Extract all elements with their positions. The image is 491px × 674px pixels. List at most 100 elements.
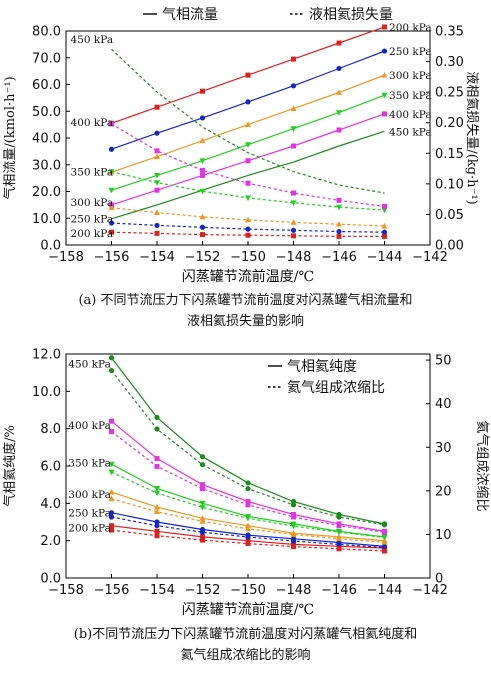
data-point-3-3 xyxy=(245,522,251,529)
data-point-3-0 xyxy=(108,488,115,495)
data-point-6-1 xyxy=(154,426,160,432)
data-point-3-1 xyxy=(154,503,160,510)
pressure-label-5: 200 kPa xyxy=(68,523,111,535)
y-left-tick-label: 40.0 xyxy=(32,132,61,147)
legend-dashed-label: 氦气组成浓缩比 xyxy=(287,380,385,396)
x-tick-label: −158 xyxy=(48,583,84,598)
data-point-11-2 xyxy=(200,537,205,543)
y-right-tick-label: 0.15 xyxy=(435,147,464,162)
x-axis-label: 闪蒸罐节流前温度/℃ xyxy=(182,268,314,285)
data-point-0-5 xyxy=(336,40,342,46)
data-point-11-4 xyxy=(291,544,296,550)
data-point-2-2 xyxy=(199,500,206,507)
data-point-3-5 xyxy=(336,110,342,116)
series-line-dashed-10 xyxy=(111,123,385,208)
data-point-10-6 xyxy=(382,203,387,209)
data-point-1-1 xyxy=(154,456,160,462)
x-axis-label: 闪蒸罐节流前温度/℃ xyxy=(182,601,314,618)
data-point-1-1 xyxy=(154,130,160,136)
data-point-6-1 xyxy=(154,230,160,236)
data-point-4-5 xyxy=(336,127,342,133)
data-point-9-4 xyxy=(290,531,297,537)
data-point-9-5 xyxy=(336,535,342,542)
x-tick-label: −146 xyxy=(321,250,357,265)
y-right-tick-label: 50 xyxy=(435,354,452,369)
y-left-tick-label: 30.0 xyxy=(32,158,61,173)
x-tick-label: −142 xyxy=(412,250,448,265)
pressure-label-1: 250 kPa xyxy=(389,46,432,58)
data-point-10-3 xyxy=(245,534,251,540)
data-point-8-3 xyxy=(245,515,251,522)
y-right-axis-label: 氦气组成浓缩比 xyxy=(474,420,490,511)
data-point-3-6 xyxy=(381,92,388,99)
data-point-11-3 xyxy=(245,541,251,547)
data-point-6-2 xyxy=(199,462,206,468)
chart-b: −158 −156 −154 −152 −150 −148 −146 −144 −142 0.0 2… xyxy=(2,348,490,619)
y-left-tick-label: 50.0 xyxy=(32,105,61,120)
x-tick-label: −148 xyxy=(276,250,312,265)
data-point-8-2 xyxy=(199,213,206,220)
y-right-tick-label: 0.10 xyxy=(435,177,464,192)
data-point-9-2 xyxy=(199,188,206,195)
pressure-label-11: 200 kPa xyxy=(71,228,114,240)
data-point-5-0 xyxy=(109,523,114,529)
data-point-1-3 xyxy=(245,99,251,105)
y-right-tick-label: 0 xyxy=(435,572,443,587)
legend-solid-label: 气相氦纯度 xyxy=(287,359,357,375)
x-tick-label: −146 xyxy=(321,583,357,598)
data-point-2-5 xyxy=(336,89,342,95)
data-point-11-0 xyxy=(109,527,114,533)
data-point-0-4 xyxy=(291,56,296,62)
chart-a: −158 −156 −154 −152 −150 −148 −146 −144 −142 0.0 1… xyxy=(2,7,479,285)
x-tick-label: −148 xyxy=(276,583,312,598)
data-point-6-4 xyxy=(290,502,297,508)
y-left-tick-label: 6.0 xyxy=(40,460,61,475)
pressure-label-4: 250 kPa xyxy=(68,508,111,520)
data-point-3-0 xyxy=(108,187,115,194)
data-point-9-4 xyxy=(290,200,297,207)
data-point-1-2 xyxy=(199,115,206,121)
y-right-tick-label: 0.05 xyxy=(435,208,464,223)
pressure-label-8: 350 kPa xyxy=(71,166,114,178)
data-point-11-1 xyxy=(154,533,160,539)
data-point-1-3 xyxy=(245,498,251,504)
data-point-9-3 xyxy=(245,195,251,202)
data-point-4-1 xyxy=(154,187,160,193)
y-left-tick-label: 8.0 xyxy=(40,422,61,437)
data-point-6-6 xyxy=(382,233,387,239)
y-left-tick-label: 10.0 xyxy=(32,385,61,400)
data-point-9-3 xyxy=(245,525,251,532)
x-tick-label: −150 xyxy=(230,583,266,598)
data-point-7-5 xyxy=(336,523,342,529)
data-point-2-3 xyxy=(245,121,251,128)
x-tick-label: −150 xyxy=(230,250,266,265)
data-point-3-2 xyxy=(199,158,206,164)
y-left-axis-label: 气相流量/(kmol·h⁻¹) xyxy=(2,76,18,199)
data-point-6-2 xyxy=(200,232,205,238)
pressure-label-2: 300 kPa xyxy=(389,70,432,82)
x-tick-label: −142 xyxy=(412,583,448,598)
pressure-label-3: 300 kPa xyxy=(68,489,111,501)
x-tick-label: −154 xyxy=(139,583,175,598)
data-point-2-1 xyxy=(154,486,160,492)
data-point-8-3 xyxy=(245,216,251,223)
data-point-0-3 xyxy=(245,72,251,78)
y-right-tick-label: 0.25 xyxy=(435,86,464,101)
y-right-tick-label: 0.35 xyxy=(435,25,464,40)
data-point-0-0 xyxy=(108,355,115,361)
data-point-6-5 xyxy=(336,514,342,520)
data-point-7-4 xyxy=(290,227,297,233)
data-point-8-5 xyxy=(336,529,342,536)
data-point-9-6 xyxy=(381,539,388,545)
data-point-7-6 xyxy=(382,529,387,535)
data-point-10-1 xyxy=(154,523,160,529)
y-right-tick-label: 0.30 xyxy=(435,55,464,70)
pressure-label-6: 450 kPa xyxy=(71,34,114,46)
x-tick-label: −152 xyxy=(185,583,221,598)
data-point-10-0 xyxy=(108,514,115,520)
data-point-8-4 xyxy=(290,219,297,225)
data-point-7-1 xyxy=(154,222,160,229)
data-point-0-1 xyxy=(154,414,160,421)
data-point-9-5 xyxy=(336,204,342,211)
data-point-8-6 xyxy=(381,222,388,229)
